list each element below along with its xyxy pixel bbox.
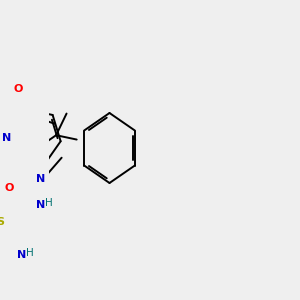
Text: O: O [14,84,23,94]
Text: H: H [45,198,52,208]
Text: H: H [26,248,33,258]
Text: S: S [0,217,4,227]
Text: N: N [17,250,27,260]
Text: N: N [2,133,12,143]
Text: N: N [37,200,46,210]
Text: O: O [4,183,14,193]
Text: N: N [36,174,45,184]
